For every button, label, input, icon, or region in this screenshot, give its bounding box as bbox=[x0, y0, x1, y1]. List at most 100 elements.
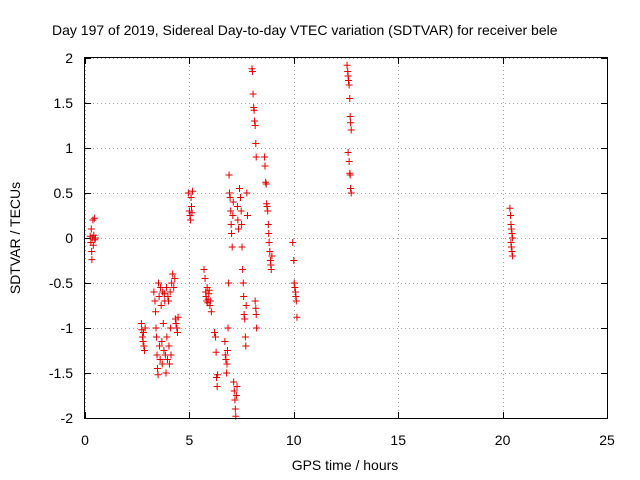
data-point bbox=[508, 248, 516, 255]
data-point bbox=[150, 288, 158, 296]
data-point bbox=[346, 171, 354, 179]
data-point bbox=[262, 178, 270, 186]
data-point bbox=[251, 117, 259, 125]
data-point bbox=[165, 342, 173, 350]
y-tick-label: -0.5 bbox=[49, 275, 73, 291]
data-point bbox=[212, 348, 220, 356]
data-point bbox=[171, 275, 179, 282]
data-point bbox=[233, 203, 241, 210]
data-points bbox=[86, 61, 517, 420]
data-point bbox=[206, 297, 214, 305]
data-point bbox=[223, 360, 231, 368]
x-tick-label: 15 bbox=[390, 432, 406, 448]
data-point bbox=[264, 207, 272, 215]
y-tick-label: -1.5 bbox=[49, 365, 73, 381]
data-point bbox=[345, 81, 353, 89]
data-point bbox=[240, 311, 248, 318]
data-point bbox=[140, 342, 148, 350]
data-point bbox=[289, 239, 297, 246]
data-point bbox=[509, 252, 517, 260]
data-point bbox=[187, 194, 195, 201]
data-point bbox=[224, 324, 232, 332]
data-point bbox=[221, 351, 229, 359]
data-point bbox=[166, 288, 174, 296]
data-point bbox=[229, 212, 237, 219]
data-point bbox=[139, 329, 147, 336]
data-point bbox=[238, 243, 246, 251]
data-point bbox=[167, 351, 175, 359]
data-point bbox=[248, 68, 256, 75]
x-tick-label: 10 bbox=[286, 432, 302, 448]
data-point bbox=[252, 140, 260, 147]
data-point bbox=[141, 324, 149, 332]
data-point bbox=[223, 369, 231, 377]
data-point bbox=[212, 333, 219, 341]
data-point bbox=[261, 162, 269, 170]
data-point bbox=[225, 189, 233, 197]
data-point bbox=[225, 279, 233, 287]
data-point bbox=[347, 119, 355, 127]
data-point bbox=[210, 329, 218, 336]
data-point bbox=[263, 203, 271, 210]
data-point bbox=[158, 338, 166, 345]
data-point bbox=[184, 189, 192, 197]
data-point bbox=[160, 347, 168, 354]
data-point bbox=[252, 153, 260, 161]
data-point bbox=[346, 95, 354, 102]
data-point bbox=[205, 286, 213, 294]
x-axis-title: GPS time / hours bbox=[292, 457, 399, 473]
data-point bbox=[231, 405, 239, 413]
data-point bbox=[231, 396, 239, 404]
data-point bbox=[90, 214, 98, 222]
y-tick-labels: -2 -1.5 -1 -0.5 0 0.5 1 1.5 2 bbox=[49, 50, 73, 426]
x-tick-label: 0 bbox=[81, 432, 89, 448]
data-point bbox=[89, 241, 97, 249]
data-point bbox=[236, 185, 244, 192]
data-point bbox=[264, 221, 272, 228]
data-point bbox=[243, 212, 251, 219]
data-point bbox=[156, 356, 164, 363]
data-point bbox=[138, 333, 146, 341]
data-point bbox=[506, 204, 514, 212]
x-tick-label: 20 bbox=[495, 432, 511, 448]
data-point bbox=[242, 342, 250, 350]
data-point bbox=[252, 304, 260, 312]
data-point bbox=[347, 189, 355, 197]
data-point bbox=[200, 266, 208, 273]
data-point bbox=[89, 216, 97, 224]
data-point bbox=[262, 180, 270, 188]
x-tick-label: 25 bbox=[599, 432, 615, 448]
data-point bbox=[173, 324, 181, 332]
x-tick-labels: 0 5 10 15 20 25 bbox=[81, 432, 615, 448]
data-point bbox=[228, 230, 236, 237]
data-point bbox=[91, 234, 99, 242]
data-point bbox=[155, 293, 163, 300]
data-point bbox=[237, 194, 245, 201]
data-point bbox=[173, 329, 181, 336]
data-point bbox=[233, 383, 241, 390]
data-point bbox=[252, 311, 260, 318]
data-point bbox=[228, 243, 236, 251]
y-tick-label: 0 bbox=[65, 230, 73, 246]
data-point bbox=[163, 333, 171, 341]
data-point bbox=[507, 243, 515, 251]
plot-frame bbox=[84, 57, 608, 419]
data-point bbox=[227, 207, 235, 215]
y-tick-label: 2 bbox=[65, 50, 73, 66]
data-point bbox=[268, 252, 276, 260]
data-point bbox=[225, 171, 233, 179]
data-point bbox=[164, 293, 172, 300]
data-point bbox=[186, 216, 194, 224]
data-point bbox=[240, 293, 248, 300]
data-point bbox=[226, 194, 234, 201]
y-tick-label: 1 bbox=[65, 140, 73, 156]
data-point bbox=[239, 279, 247, 287]
data-point bbox=[347, 126, 355, 134]
data-point bbox=[188, 209, 196, 217]
data-point bbox=[265, 230, 273, 237]
data-point bbox=[88, 256, 96, 264]
data-point bbox=[234, 216, 242, 224]
data-point bbox=[230, 387, 238, 395]
data-point bbox=[292, 297, 300, 305]
